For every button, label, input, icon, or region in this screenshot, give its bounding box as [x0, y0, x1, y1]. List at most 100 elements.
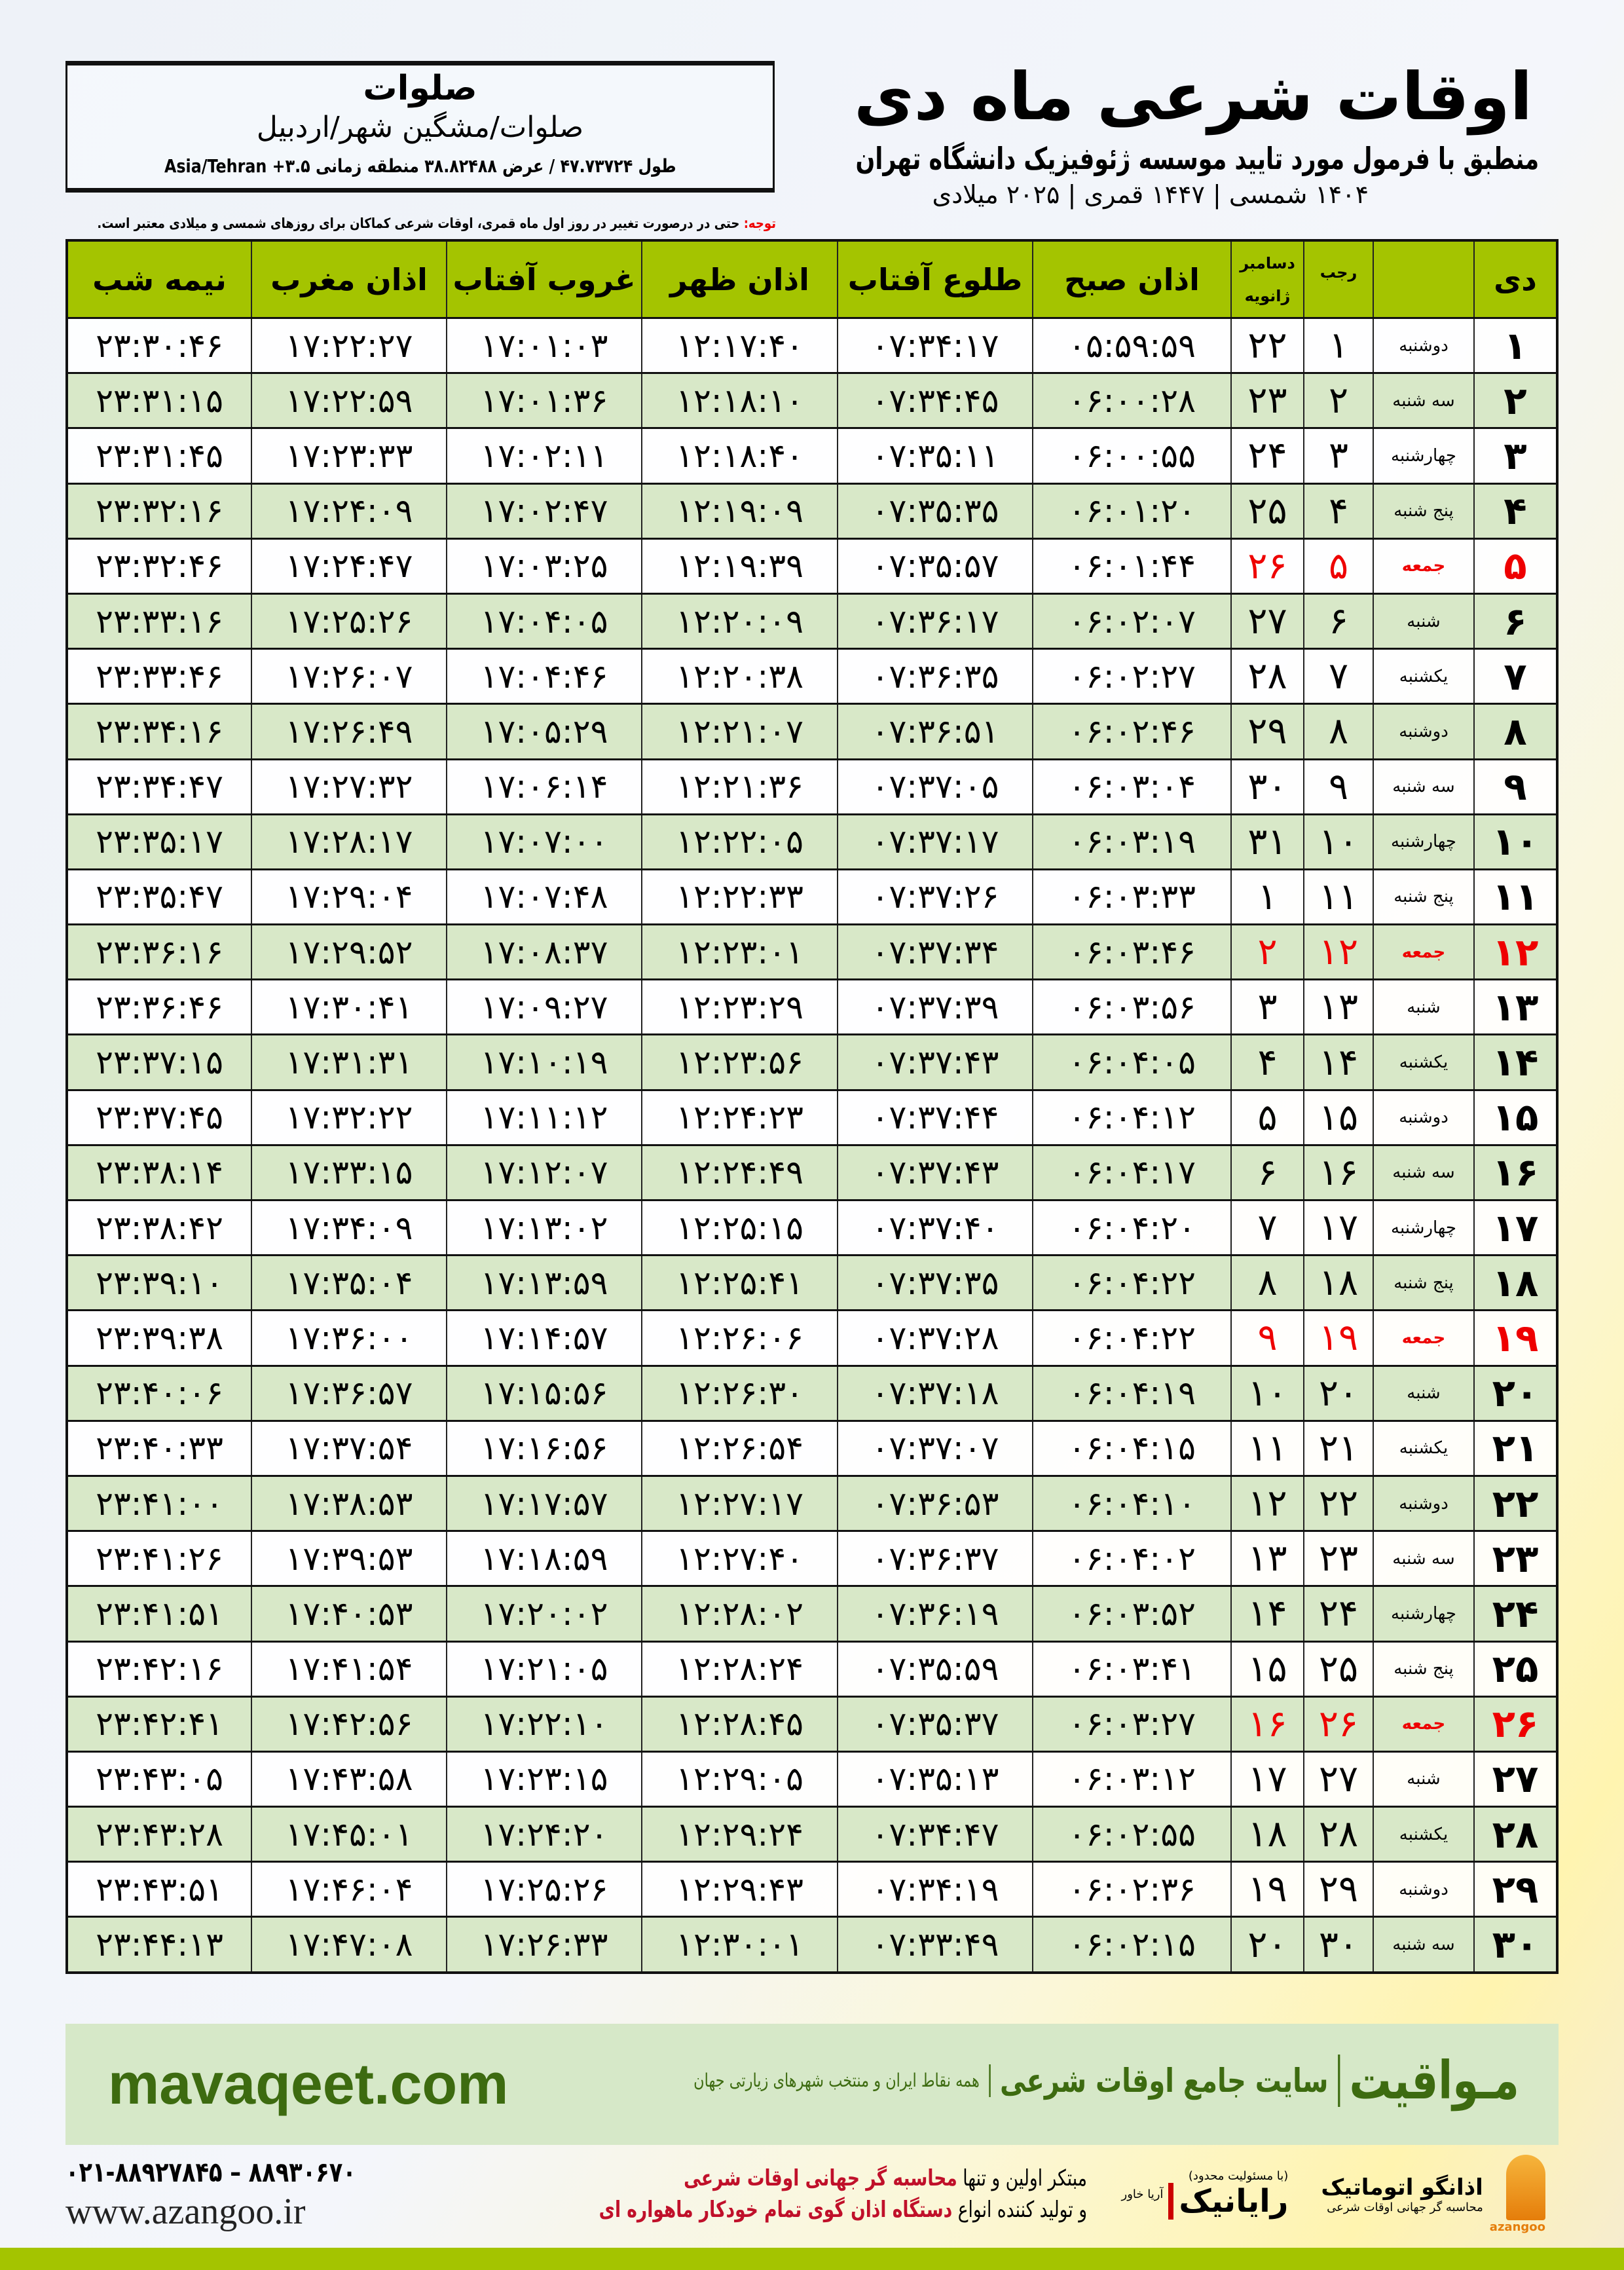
dhuhr-time: ۱۲:۲۶:۰۶	[641, 1311, 837, 1365]
sunset-time: ۱۷:۲۶:۳۳	[446, 1918, 641, 1971]
dhuhr-time: ۱۲:۲۱:۳۶	[641, 760, 837, 813]
midnight-time: ۲۳:۴۱:۵۱	[96, 1594, 223, 1633]
maghrib-time: ۱۷:۳۳:۱۵	[251, 1145, 446, 1199]
dhuhr-time: ۱۲:۲۹:۴۳	[641, 1863, 837, 1916]
dhuhr-time: ۱۲:۲۸:۰۲	[641, 1587, 837, 1641]
weekday: پنج شنبه	[1373, 484, 1473, 538]
maghrib-time: ۱۷:۳۹:۵۳	[251, 1532, 446, 1586]
table-row: ۱۲ جمعه ۱۲ ۲ ۰۶:۰۳:۴۶ ۰۷:۳۷:۳۴ ۱۲:۲۳:۰۱ ۱۷:۰۸:۳…	[68, 923, 1556, 979]
dhuhr-time: ۱۲:۲۷:۴۰	[641, 1532, 837, 1586]
table-header: دی رجب دسامبر ژانویه اذان صبح طلوع آفتاب …	[68, 242, 1556, 317]
rajab-day: ۱۰	[1303, 815, 1373, 868]
dhuhr-time: ۱۲:۲۳:۲۹	[641, 980, 837, 1034]
logo1-name: اذانگو اتوماتیک	[1321, 2174, 1483, 2201]
fajr-time: ۰۶:۰۲:۴۶	[1032, 705, 1230, 758]
divider	[989, 2064, 991, 2097]
rajab-day: ۶	[1303, 594, 1373, 648]
site-link[interactable]: mavaqeet.com	[108, 2051, 509, 2116]
table-row: ۱۳ شنبه ۱۳ ۳ ۰۶:۰۳:۵۶ ۰۷:۳۷:۳۹ ۱۲:۲۳:۲۹ ۱۷:۰۹:۲…	[68, 978, 1556, 1034]
gregorian-day: ۱۲	[1230, 1476, 1303, 1531]
weekday: یکشنبه	[1373, 1808, 1473, 1861]
promo-line2-highlight: دستگاه اذان گوی تمام خودکار ماهواره ای	[599, 2197, 953, 2223]
rajab-day: ۲۲	[1303, 1476, 1373, 1531]
sunrise-time: ۰۷:۳۶:۱۹	[837, 1587, 1032, 1641]
rajab-day: ۲۶	[1303, 1697, 1373, 1751]
day-number: ۲	[1473, 374, 1556, 428]
gregorian-day: ۲۸	[1230, 650, 1303, 703]
sunrise-time: ۰۷:۳۷:۰۵	[837, 760, 1032, 813]
day-number: ۲۰	[1473, 1366, 1556, 1420]
maghrib-time: ۱۷:۲۷:۳۲	[251, 760, 446, 813]
maghrib-time: ۱۷:۲۶:۰۷	[251, 650, 446, 703]
fajr-time: ۰۶:۰۳:۴۶	[1032, 925, 1230, 979]
rajab-day: ۱۲	[1303, 925, 1373, 979]
sunrise-time: ۰۷:۳۷:۳۹	[837, 980, 1032, 1034]
sunrise-time: ۰۷:۳۶:۳۵	[837, 650, 1032, 703]
fajr-time: ۰۶:۰۳:۳۳	[1032, 870, 1230, 924]
day-number: ۷	[1473, 650, 1556, 703]
maghrib-time: ۱۷:۴۵:۰۱	[251, 1808, 446, 1861]
fajr-time: ۰۶:۰۲:۱۵	[1032, 1918, 1230, 1971]
dhuhr-time: ۱۲:۲۲:۰۵	[641, 815, 837, 868]
weekday: شنبه	[1373, 1366, 1473, 1420]
gregorian-day: ۲۶	[1230, 539, 1303, 593]
weekday: پنج شنبه	[1373, 1256, 1473, 1310]
dhuhr-time: ۱۲:۲۷:۱۷	[641, 1476, 837, 1531]
day-number: ۲۱	[1473, 1421, 1556, 1475]
midnight-time: ۲۳:۳۹:۳۸	[96, 1318, 223, 1357]
rajab-day: ۲۱	[1303, 1421, 1373, 1475]
fajr-time: ۰۶:۰۲:۳۶	[1032, 1863, 1230, 1916]
rajab-day: ۱۳	[1303, 980, 1373, 1034]
sunset-time: ۱۷:۲۳:۱۵	[446, 1752, 641, 1806]
location-box: صلوات صلوات/مشگین شهر/اردبیل طول ۴۷.۷۳۷۲…	[65, 61, 775, 193]
sunset-time: ۱۷:۰۴:۴۶	[446, 650, 641, 703]
midnight-time: ۲۳:۴۲:۱۶	[96, 1650, 223, 1688]
weekday: پنج شنبه	[1373, 870, 1473, 924]
fajr-time: ۰۶:۰۳:۱۹	[1032, 815, 1230, 868]
weekday: شنبه	[1373, 594, 1473, 648]
dhuhr-time: ۱۲:۲۳:۵۶	[641, 1035, 837, 1089]
sunset-time: ۱۷:۱۸:۵۹	[446, 1532, 641, 1586]
midnight-time: ۲۳:۳۱:۱۵	[96, 381, 223, 420]
logo-en: azangoo	[1489, 2220, 1545, 2234]
midnight-time: ۲۳:۴۰:۰۶	[96, 1374, 223, 1413]
weekday: سه شنبه	[1373, 760, 1473, 813]
table-row: ۳ چهارشنبه ۳ ۲۴ ۰۶:۰۰:۵۵ ۰۷:۳۵:۱۱ ۱۲:۱۸:۴۰ ۱۷:۰…	[68, 427, 1556, 483]
col-fajr: اذان صبح	[1032, 242, 1230, 317]
gregorian-day: ۲۴	[1230, 429, 1303, 483]
sunset-time: ۱۷:۱۷:۵۷	[446, 1476, 641, 1531]
maghrib-time: ۱۷:۳۱:۳۱	[251, 1035, 446, 1089]
sunset-time: ۱۷:۱۳:۰۲	[446, 1201, 641, 1255]
weekday: چهارشنبه	[1373, 1587, 1473, 1641]
rajab-day: ۱۵	[1303, 1090, 1373, 1144]
divider	[1338, 2054, 1340, 2107]
col-january-label: ژانویه	[1244, 286, 1291, 305]
dhuhr-time: ۱۲:۱۷:۴۰	[641, 319, 837, 373]
logos: azangoo اذانگو اتوماتیک محاسبه گر جهانی ا…	[1122, 2155, 1545, 2234]
fajr-time: ۰۵:۵۹:۵۹	[1032, 319, 1230, 373]
sunrise-time: ۰۷:۳۷:۳۵	[837, 1256, 1032, 1310]
dhuhr-time: ۱۲:۱۸:۱۰	[641, 374, 837, 428]
azangoo-link[interactable]: www.azangoo.ir	[65, 2191, 306, 2232]
gregorian-day: ۴	[1230, 1035, 1303, 1089]
weekday: جمعه	[1373, 1697, 1473, 1751]
day-number: ۱۰	[1473, 815, 1556, 868]
maghrib-time: ۱۷:۳۰:۴۱	[251, 980, 446, 1034]
dhuhr-time: ۱۲:۲۰:۰۹	[641, 594, 837, 648]
midnight-time: ۲۳:۳۱:۴۵	[96, 436, 223, 475]
fajr-time: ۰۶:۰۰:۲۸	[1032, 374, 1230, 428]
gregorian-day: ۹	[1230, 1311, 1303, 1365]
sunrise-time: ۰۷:۳۶:۵۳	[837, 1476, 1032, 1531]
sunset-time: ۱۷:۰۱:۳۶	[446, 374, 641, 428]
weekday: یکشنبه	[1373, 1035, 1473, 1089]
dhuhr-time: ۱۲:۲۶:۵۴	[641, 1421, 837, 1475]
fajr-time: ۰۶:۰۴:۰۲	[1032, 1532, 1230, 1586]
rajab-day: ۲۴	[1303, 1587, 1373, 1641]
sunrise-time: ۰۷:۳۴:۱۷	[837, 319, 1032, 373]
maghrib-time: ۱۷:۲۴:۰۹	[251, 484, 446, 538]
brand-tagline: سایت جامع اوقات شرعی	[1000, 2061, 1329, 2100]
gregorian-day: ۳۱	[1230, 815, 1303, 868]
promo-line1: مبتکر اولین و تنها	[957, 2165, 1087, 2191]
gregorian-day: ۱۷	[1230, 1752, 1303, 1806]
col-dhuhr: اذان ظهر	[641, 242, 837, 317]
